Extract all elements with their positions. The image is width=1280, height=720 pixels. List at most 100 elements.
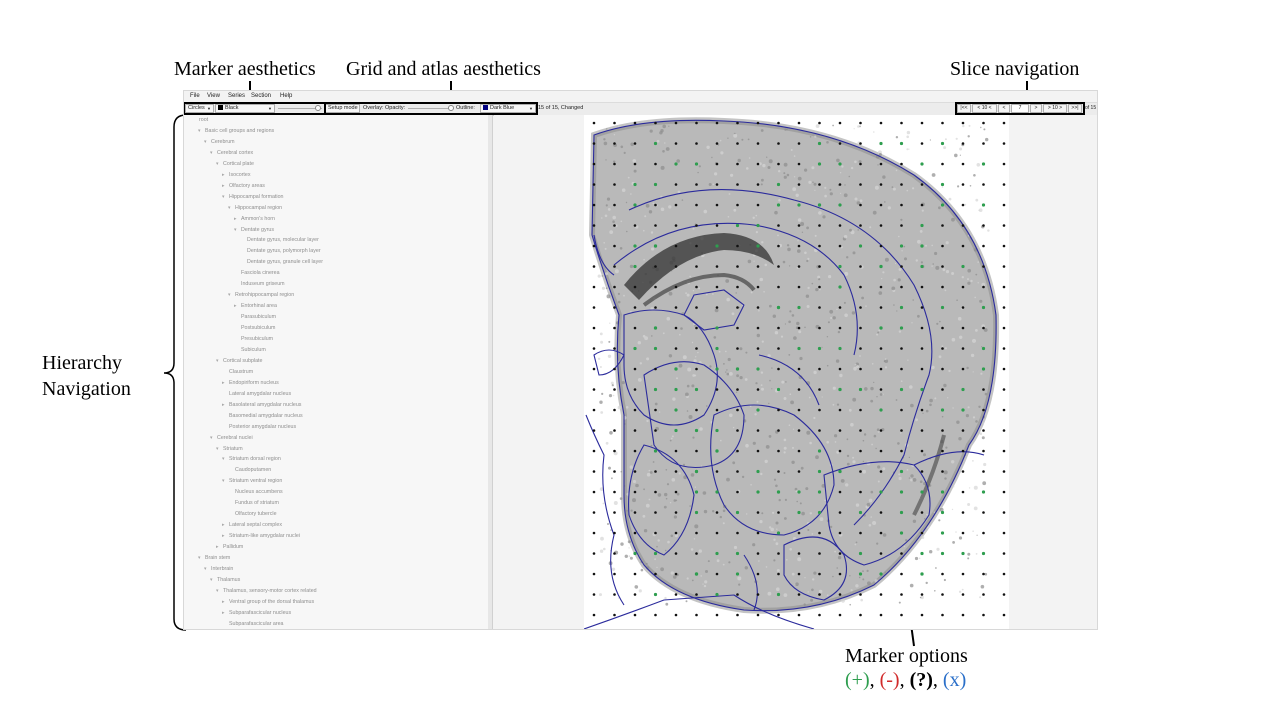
tree-item[interactable]: ▸ Lateral septal complex bbox=[222, 522, 282, 528]
expand-arrow-icon[interactable]: ▾ bbox=[216, 357, 219, 364]
tree-item[interactable]: ▾ Striatum dorsal region bbox=[222, 456, 281, 462]
tree-item[interactable]: Parasubiculum bbox=[234, 314, 276, 320]
expand-arrow-icon[interactable]: ▾ bbox=[204, 565, 207, 572]
tree-item[interactable]: ▸ Ventral group of the dorsal thalamus bbox=[222, 599, 314, 605]
tree-item[interactable]: ▸ Subparafascicular nucleus bbox=[222, 610, 291, 616]
tree-item[interactable]: Olfactory tubercle bbox=[228, 511, 277, 517]
back-10-button[interactable]: < 10 < bbox=[972, 104, 997, 113]
first-slice-button[interactable]: |<< bbox=[957, 104, 971, 113]
tree-item[interactable]: ▸ Isocortex bbox=[222, 172, 251, 178]
tree-item[interactable]: Subparafascicular area bbox=[222, 621, 283, 627]
pane-splitter[interactable] bbox=[488, 115, 493, 629]
expand-arrow-icon[interactable]: ▾ bbox=[222, 456, 225, 463]
expand-arrow-icon[interactable]: ▾ bbox=[216, 587, 219, 594]
tree-item[interactable]: ▾ Cerebral cortex bbox=[210, 150, 253, 156]
slice-viewer[interactable] bbox=[494, 115, 1097, 629]
collapse-arrow-icon[interactable]: ▸ bbox=[222, 171, 225, 178]
tree-item[interactable]: Subiculum bbox=[234, 347, 266, 353]
tree-item[interactable]: Fasciola cinerea bbox=[234, 270, 280, 276]
tree-item[interactable]: ▸ Endopiriform nucleus bbox=[222, 380, 279, 386]
collapse-arrow-icon[interactable]: ▸ bbox=[234, 303, 237, 310]
collapse-arrow-icon[interactable]: ▸ bbox=[222, 533, 225, 540]
forward-10-button[interactable]: > 10 > bbox=[1043, 104, 1067, 113]
collapse-arrow-icon[interactable]: ▸ bbox=[234, 215, 237, 222]
expand-arrow-icon[interactable]: ▾ bbox=[204, 138, 207, 145]
tree-item[interactable]: Dentate gyrus, molecular layer bbox=[240, 237, 319, 243]
tree-item[interactable]: ▸ Striatum-like amygdalar nuclei bbox=[222, 533, 300, 539]
expand-arrow-icon[interactable]: ▾ bbox=[222, 478, 225, 485]
tree-item[interactable]: ▾ Brain stem bbox=[198, 555, 230, 561]
last-slice-button[interactable]: >>| bbox=[1068, 104, 1082, 113]
tree-item[interactable]: Posterior amygdalar nucleus bbox=[222, 424, 296, 430]
tree-item[interactable]: ▸ Basolateral amygdalar nucleus bbox=[222, 402, 301, 408]
tree-item[interactable]: ▾ Striatum bbox=[216, 446, 243, 452]
expand-arrow-icon[interactable]: ▾ bbox=[210, 434, 213, 441]
menu-series[interactable]: Series bbox=[228, 93, 246, 99]
tree-item[interactable]: Lateral amygdalar nucleus bbox=[222, 391, 291, 397]
tree-item[interactable]: ▾ Hippocampal formation bbox=[222, 194, 283, 200]
outline-color-select[interactable]: Dark Blue ▼ bbox=[480, 104, 536, 113]
tree-item[interactable]: ▾ Basic cell groups and regions bbox=[198, 128, 274, 134]
tree-item[interactable]: Dentate gyrus, polymorph layer bbox=[240, 248, 321, 254]
tree-item[interactable]: Basomedial amygdalar nucleus bbox=[222, 413, 303, 419]
tree-item[interactable]: ▾ Cortical plate bbox=[216, 161, 254, 167]
tree-item[interactable]: ▾ Cortical subplate bbox=[216, 358, 262, 364]
tree-item[interactable]: ▸ Entorhinal area bbox=[234, 303, 277, 309]
tree-item[interactable]: Caudoputamen bbox=[228, 467, 271, 473]
brain-slice-image[interactable] bbox=[583, 115, 1009, 629]
tree-item[interactable]: ▸ Ammon's horn bbox=[234, 216, 275, 222]
forward-1-button[interactable]: > bbox=[1030, 104, 1042, 113]
expand-arrow-icon[interactable]: ▾ bbox=[216, 445, 219, 452]
slice-number-input[interactable]: 7 bbox=[1011, 104, 1029, 113]
expand-arrow-icon[interactable]: ▾ bbox=[210, 149, 213, 156]
marker-shape-select[interactable]: Circles ▼ bbox=[185, 104, 214, 113]
marker-color-select[interactable]: Black ▼ bbox=[215, 104, 275, 113]
expand-arrow-icon[interactable]: ▾ bbox=[198, 555, 201, 561]
tree-item[interactable]: Fundus of striatum bbox=[228, 500, 279, 506]
tree-item[interactable]: ▾ Striatum ventral region bbox=[222, 478, 282, 484]
tree-item[interactable]: Dentate gyrus, granule cell layer bbox=[240, 259, 323, 265]
grid-point bbox=[920, 142, 924, 145]
collapse-arrow-icon[interactable]: ▸ bbox=[222, 379, 225, 386]
tree-item[interactable]: root bbox=[192, 117, 208, 123]
tree-item[interactable]: ▸ Olfactory areas bbox=[222, 183, 265, 189]
overlay-opacity-slider-thumb[interactable] bbox=[448, 105, 454, 111]
tree-item[interactable]: ▾ Cerebral nuclei bbox=[210, 435, 253, 441]
expand-arrow-icon[interactable]: ▾ bbox=[222, 193, 225, 200]
tree-item[interactable]: Claustrum bbox=[222, 369, 253, 375]
expand-arrow-icon[interactable]: ▾ bbox=[234, 226, 237, 233]
expand-arrow-icon[interactable]: ▾ bbox=[228, 292, 231, 299]
marker-size-slider-track[interactable] bbox=[278, 108, 322, 109]
menu-file[interactable]: File bbox=[190, 93, 200, 99]
tree-item[interactable]: ▾ Thalamus bbox=[210, 577, 240, 583]
hierarchy-tree[interactable]: root ▾ Basic cell groups and regions ▾ Cereb… bbox=[184, 115, 489, 629]
expand-arrow-icon[interactable]: ▾ bbox=[210, 576, 213, 583]
menu-section[interactable]: Section bbox=[251, 93, 272, 99]
tree-item[interactable]: ▾ Interbrain bbox=[204, 566, 233, 572]
tree-item[interactable]: ▾ Thalamus, sensory-motor cortex related bbox=[216, 588, 317, 594]
tree-item[interactable]: ▾ Retrohippocampal region bbox=[228, 292, 294, 298]
menu-help[interactable]: Help bbox=[280, 93, 293, 99]
tree-item[interactable]: ▾ Cerebrum bbox=[204, 139, 235, 145]
collapse-arrow-icon[interactable]: ▸ bbox=[222, 609, 225, 616]
tree-item[interactable]: Presubiculum bbox=[234, 336, 273, 342]
menu-view[interactable]: View bbox=[207, 93, 220, 99]
overlay-opacity-slider-track[interactable] bbox=[408, 108, 454, 109]
expand-arrow-icon[interactable]: ▾ bbox=[198, 127, 201, 134]
atlas-overlay[interactable] bbox=[583, 115, 1009, 629]
expand-arrow-icon[interactable]: ▾ bbox=[228, 204, 231, 211]
marker-size-slider-thumb[interactable] bbox=[315, 105, 321, 111]
collapse-arrow-icon[interactable]: ▸ bbox=[216, 544, 219, 551]
expand-arrow-icon[interactable]: ▾ bbox=[216, 160, 219, 167]
tree-item[interactable]: ▾ Dentate gyrus bbox=[234, 227, 274, 233]
tree-item[interactable]: Induseum griseum bbox=[234, 281, 285, 287]
collapse-arrow-icon[interactable]: ▸ bbox=[222, 522, 225, 529]
tree-item[interactable]: Nucleus accumbens bbox=[228, 489, 283, 495]
tree-item[interactable]: Postsubiculum bbox=[234, 325, 275, 331]
collapse-arrow-icon[interactable]: ▸ bbox=[222, 598, 225, 605]
tree-item[interactable]: ▾ Hippocampal region bbox=[228, 205, 282, 211]
collapse-arrow-icon[interactable]: ▸ bbox=[222, 182, 225, 189]
collapse-arrow-icon[interactable]: ▸ bbox=[222, 401, 225, 408]
back-1-button[interactable]: < bbox=[998, 104, 1010, 113]
tree-item[interactable]: ▸ Pallidum bbox=[216, 544, 243, 550]
